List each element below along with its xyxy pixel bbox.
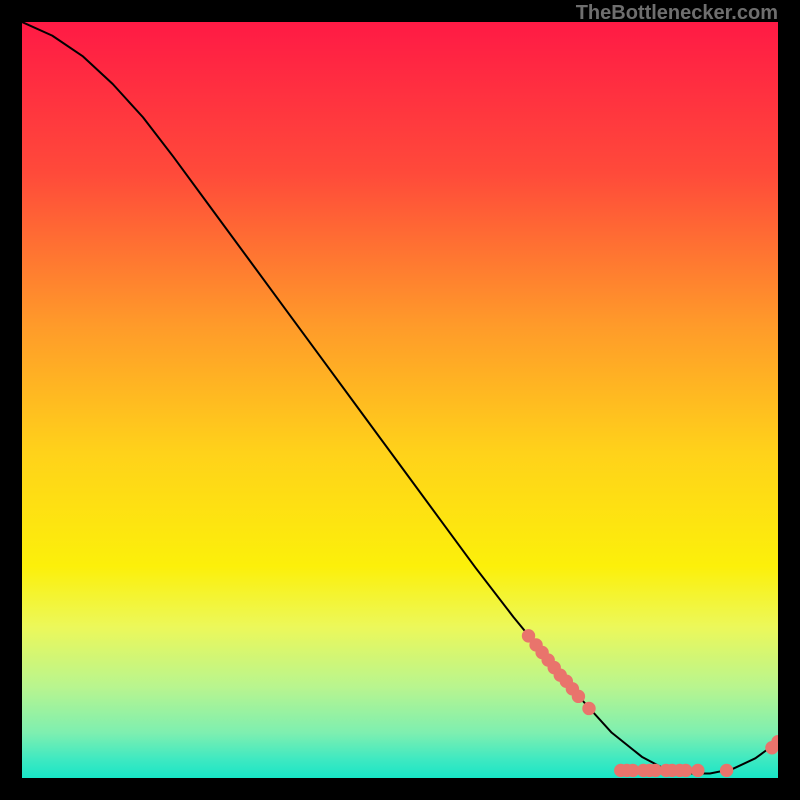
data-marker xyxy=(572,690,584,702)
plot-area xyxy=(22,22,778,778)
data-marker xyxy=(720,764,732,776)
chart-background xyxy=(22,22,778,778)
chart-frame: TheBottlenecker.com xyxy=(0,0,800,800)
data-marker xyxy=(692,764,704,776)
chart-svg xyxy=(22,22,778,778)
data-marker xyxy=(680,764,692,776)
data-marker xyxy=(583,702,595,714)
watermark-text: TheBottlenecker.com xyxy=(576,2,778,25)
